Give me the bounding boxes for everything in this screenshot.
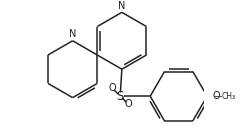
Text: —: — bbox=[214, 92, 222, 101]
Text: S: S bbox=[117, 90, 124, 103]
Text: N: N bbox=[69, 29, 76, 39]
Text: O: O bbox=[212, 91, 220, 101]
Text: N: N bbox=[118, 1, 126, 11]
Text: O: O bbox=[125, 99, 132, 109]
Text: CH₃: CH₃ bbox=[222, 92, 236, 101]
Text: O: O bbox=[108, 83, 116, 93]
